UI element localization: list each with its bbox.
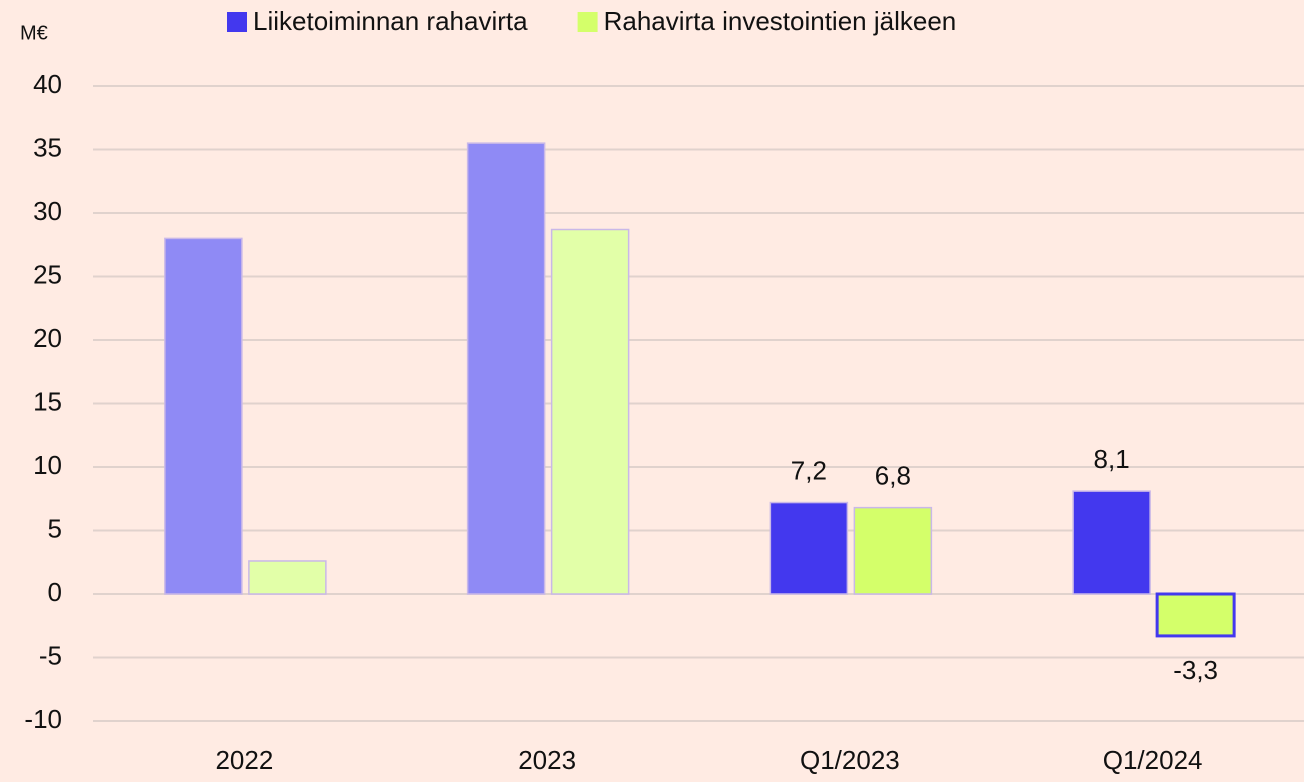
value-label: 7,2 bbox=[791, 455, 827, 485]
y-tick-label: 5 bbox=[48, 513, 62, 543]
bar bbox=[1072, 490, 1151, 595]
bar bbox=[248, 560, 327, 595]
legend-label: Liiketoiminnan rahavirta bbox=[253, 6, 528, 36]
x-tick-label: 2023 bbox=[518, 745, 576, 775]
value-label: -3,3 bbox=[1173, 655, 1218, 685]
bar bbox=[853, 506, 933, 595]
legend-label: Rahavirta investointien jälkeen bbox=[604, 6, 957, 36]
bar bbox=[466, 142, 546, 595]
y-tick-label: -5 bbox=[39, 640, 62, 670]
legend-swatch bbox=[577, 12, 598, 32]
x-tick-label: Q1/2024 bbox=[1103, 745, 1203, 775]
y-tick-label: 25 bbox=[33, 259, 62, 289]
unit-label: M€ bbox=[20, 22, 48, 44]
bar bbox=[164, 237, 243, 595]
y-tick-label: 20 bbox=[33, 323, 62, 353]
y-tick-label: 40 bbox=[33, 69, 62, 99]
value-label: 6,8 bbox=[875, 461, 911, 491]
y-tick-label: 15 bbox=[33, 386, 62, 416]
x-tick-label: 2022 bbox=[215, 745, 273, 775]
y-tick-label: 0 bbox=[48, 577, 62, 607]
bar bbox=[769, 501, 849, 595]
bar bbox=[550, 228, 630, 595]
y-tick-label: 30 bbox=[33, 196, 62, 226]
y-tick-label: 10 bbox=[33, 450, 62, 480]
value-label: 8,1 bbox=[1094, 444, 1130, 474]
y-tick-label: -10 bbox=[24, 704, 62, 734]
bar bbox=[1155, 592, 1236, 638]
y-tick-label: 35 bbox=[33, 132, 62, 162]
x-tick-label: Q1/2023 bbox=[800, 745, 900, 775]
legend-swatch bbox=[227, 12, 247, 32]
